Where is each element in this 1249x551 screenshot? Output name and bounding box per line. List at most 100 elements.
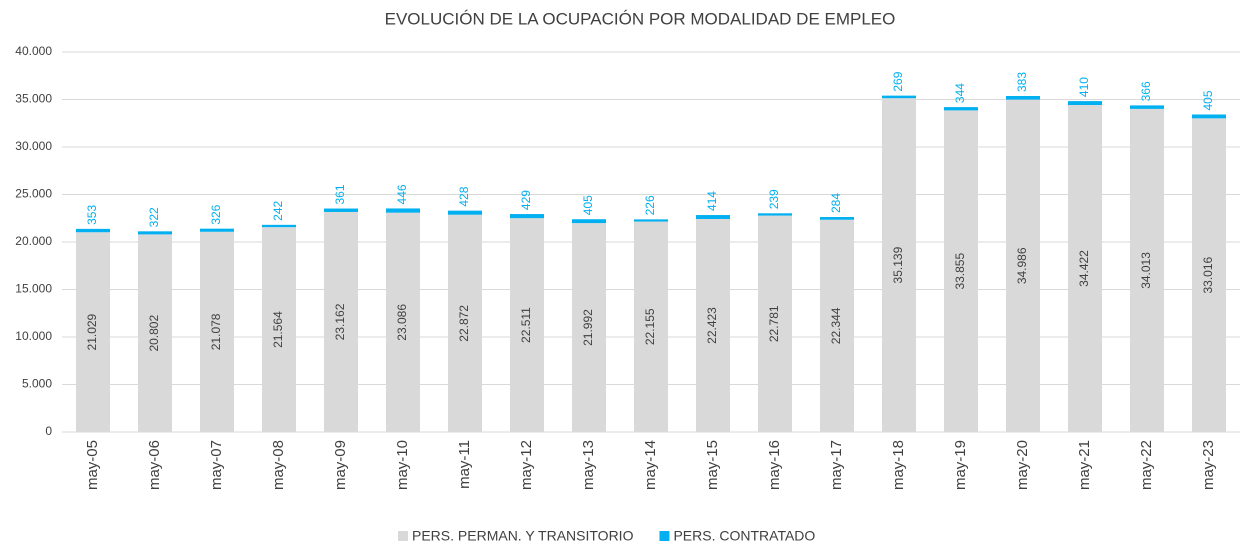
y-tick-label: 10.000 — [15, 329, 52, 343]
x-tick-label: may-08 — [270, 440, 287, 490]
bar-segment — [634, 221, 668, 432]
data-label: 33.016 — [1201, 256, 1215, 293]
bar-segment — [944, 110, 978, 432]
legend-swatch — [659, 531, 670, 541]
y-tick-label: 15.000 — [15, 282, 52, 296]
x-tick-label: may-15 — [704, 440, 721, 490]
bar-segment — [882, 95, 916, 99]
y-tick-label: 40.000 — [15, 44, 52, 58]
bar-segment — [572, 223, 606, 432]
bar-segment — [634, 219, 668, 222]
data-label: 239 — [767, 189, 781, 209]
bar-segment — [758, 213, 792, 216]
data-label: 414 — [705, 191, 719, 211]
data-label: 34.986 — [1015, 247, 1029, 284]
data-label: 242 — [271, 200, 285, 220]
bar-segment — [262, 224, 296, 228]
data-label: 429 — [519, 190, 533, 210]
data-label: 22.872 — [457, 305, 471, 342]
data-label: 353 — [85, 205, 99, 225]
bar-segment — [324, 208, 358, 212]
data-label: 322 — [147, 207, 161, 227]
data-label: 410 — [1077, 77, 1091, 97]
y-tick-label: 30.000 — [15, 139, 52, 153]
data-label: 405 — [581, 195, 595, 215]
data-label: 428 — [457, 186, 471, 206]
y-tick-label: 25.000 — [15, 187, 52, 201]
bar-segment — [1006, 99, 1040, 433]
bar-segment — [448, 214, 482, 432]
y-tick-label: 35.000 — [15, 92, 52, 106]
x-tick-label: may-16 — [766, 440, 783, 490]
x-tick-label: may-18 — [890, 440, 907, 490]
data-label: 22.423 — [705, 307, 719, 344]
bar-segment — [696, 215, 730, 219]
x-tick-label: may-20 — [1014, 440, 1031, 490]
data-label: 22.511 — [519, 307, 533, 343]
data-label: 22.781 — [767, 305, 781, 342]
x-tick-label: may-21 — [1076, 440, 1093, 490]
x-tick-label: may-14 — [642, 440, 659, 490]
bar-segment — [138, 231, 172, 235]
bar-segment — [882, 98, 916, 432]
data-label: 226 — [643, 195, 657, 215]
data-label: 23.086 — [395, 304, 409, 341]
bar-segment — [138, 234, 172, 432]
data-label: 35.139 — [891, 246, 905, 283]
bar-segment — [386, 212, 420, 432]
legend-label: PERS. PERMAN. Y TRANSITORIO — [412, 528, 634, 544]
x-tick-label: may-12 — [518, 440, 535, 490]
data-label: 446 — [395, 184, 409, 204]
x-tick-label: may-10 — [394, 440, 411, 490]
bar-segment — [1192, 114, 1226, 119]
bar-segment — [510, 214, 544, 219]
x-tick-label: may-17 — [828, 440, 845, 490]
data-label: 34.013 — [1139, 252, 1153, 289]
data-label: 21.564 — [271, 311, 285, 348]
bar-segment — [1068, 101, 1102, 105]
legend-swatch — [398, 531, 408, 541]
bar-segment — [510, 218, 544, 432]
x-tick-label: may-06 — [146, 440, 163, 490]
bar-segment — [262, 227, 296, 432]
bar-segment — [820, 219, 854, 432]
bar-segment — [76, 228, 110, 233]
bar-segment — [572, 219, 606, 224]
bar-segment — [386, 208, 420, 213]
bar-segment — [1130, 105, 1164, 109]
bar-segment — [944, 107, 978, 111]
bar-segment — [1068, 104, 1102, 432]
data-label: 34.422 — [1077, 250, 1091, 287]
data-label: 269 — [891, 71, 905, 91]
bar-segment — [76, 232, 110, 432]
data-label: 344 — [953, 83, 967, 103]
bar-segment — [820, 217, 854, 220]
y-tick-label: 20.000 — [15, 234, 52, 248]
data-label: 21.029 — [85, 313, 99, 350]
x-tick-label: may-09 — [332, 440, 349, 490]
y-tick-label: 5.000 — [22, 377, 52, 391]
data-label: 20.802 — [147, 315, 161, 352]
legend-label: PERS. CONTRATADO — [673, 528, 815, 544]
x-tick-label: may-11 — [456, 440, 473, 489]
bar-segment — [758, 215, 792, 432]
bar-segment — [324, 211, 358, 432]
data-label: 383 — [1015, 72, 1029, 92]
bar-segment — [696, 218, 730, 432]
chart-title: EVOLUCIÓN DE LA OCUPACIÓN POR MODALIDAD … — [385, 9, 896, 28]
x-tick-label: may-22 — [1138, 440, 1155, 490]
x-tick-label: may-19 — [952, 440, 969, 490]
x-tick-label: may-13 — [580, 440, 597, 490]
data-label: 22.155 — [643, 308, 657, 345]
y-tick-label: 0 — [45, 424, 52, 438]
bar-segment — [1192, 118, 1226, 433]
data-label: 405 — [1201, 90, 1215, 110]
x-tick-label: may-05 — [84, 440, 101, 490]
bar-segment — [200, 231, 234, 432]
data-label: 23.162 — [333, 303, 347, 340]
data-label: 284 — [829, 193, 843, 213]
bar-segment — [200, 228, 234, 232]
x-tick-label: may-23 — [1200, 440, 1217, 490]
data-label: 21.078 — [209, 313, 223, 350]
